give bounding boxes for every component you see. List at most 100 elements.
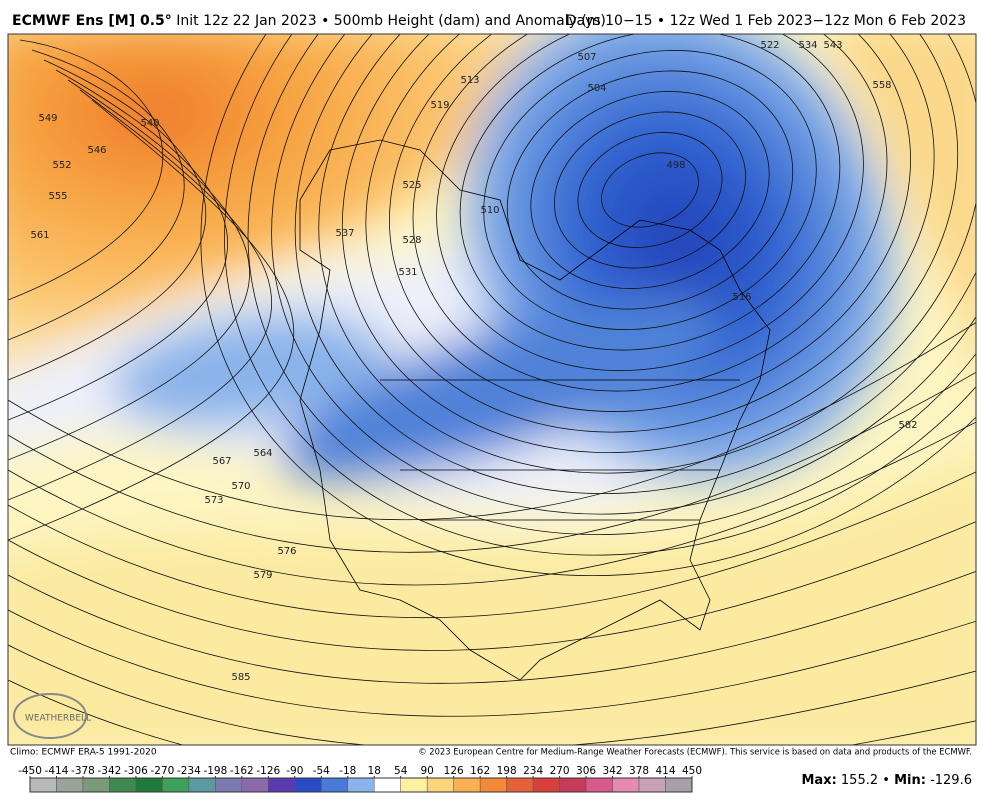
contour xyxy=(459,34,841,351)
colorbar-tick-label: -306 xyxy=(124,765,148,777)
contour xyxy=(601,152,699,228)
contour-label: 555 xyxy=(48,191,67,202)
contour xyxy=(577,132,723,248)
colorbar-tick-label: 90 xyxy=(421,765,434,777)
contour xyxy=(365,34,935,433)
colorbar-swatch xyxy=(268,777,296,793)
max-label: Max: xyxy=(801,773,836,788)
contour-label: 513 xyxy=(460,75,479,86)
colorbar-swatch xyxy=(215,777,243,793)
contour xyxy=(294,34,976,495)
colorbar-tick-label: -126 xyxy=(256,765,280,777)
contour-label: 546 xyxy=(87,145,106,156)
contour-label: 549 xyxy=(38,113,57,124)
contour-label: 582 xyxy=(898,420,917,431)
colorbar-tick-label: 54 xyxy=(394,765,408,777)
contour-label: 519 xyxy=(430,100,449,111)
colorbar-tick-label: -270 xyxy=(150,765,174,777)
colorbar-swatch xyxy=(373,777,401,793)
contour-label: 567 xyxy=(212,456,231,467)
colorbar-tick-label: -18 xyxy=(339,765,356,777)
contour-labels: 540 549 546 552 555 561 513 519 507 504 522 534 543 5… xyxy=(30,40,917,683)
contour xyxy=(412,34,888,392)
colorbar-swatch xyxy=(453,777,481,793)
contour-label: 570 xyxy=(231,481,250,492)
header: ECMWF Ens [M] 0.5° Init 12z 22 Jan 2023 … xyxy=(12,13,606,29)
colorbar-tick-label: -234 xyxy=(177,765,201,777)
contour-label: 507 xyxy=(577,52,596,63)
contour xyxy=(8,322,976,521)
contour xyxy=(8,39,164,301)
separator: • xyxy=(882,773,890,788)
contour xyxy=(8,371,976,553)
colorbar-tick-label: -414 xyxy=(45,765,69,777)
colorbar-tick-label: -162 xyxy=(230,765,254,777)
contour-label: 558 xyxy=(872,80,891,91)
colorbar-swatch xyxy=(638,777,666,793)
colorbar-tick-label: 270 xyxy=(550,765,570,777)
colorbar-tick-label: 126 xyxy=(444,765,464,777)
contour-label: 540 xyxy=(140,118,159,129)
colorbar-swatch xyxy=(109,777,137,793)
colorbar-tick-label: 450 xyxy=(682,765,702,777)
colorbar-tick-label: -450 xyxy=(18,765,42,777)
contour-label: 528 xyxy=(402,235,421,246)
colorbar-tick-label: 18 xyxy=(368,765,381,777)
map: 540 549 546 552 555 561 513 519 507 504 522 534 543 5… xyxy=(8,34,976,745)
contour xyxy=(8,99,295,541)
colorbar: -450 -414 -378 -342 -306 -270 -234 -198 -162 -126… xyxy=(18,765,702,793)
min-value: -129.6 xyxy=(930,773,972,788)
colorbar-swatch xyxy=(585,777,613,793)
max-value: 155.2 xyxy=(841,773,878,788)
colorbar-tick-label: 342 xyxy=(603,765,623,777)
contour xyxy=(389,34,911,412)
contour-label: 522 xyxy=(760,40,779,51)
climo-note: Climo: ECMWF ERA-5 1991-2020 xyxy=(10,748,157,758)
contour-label: 498 xyxy=(666,160,685,171)
anomaly-shading xyxy=(8,34,976,745)
contour-label: 510 xyxy=(480,205,499,216)
colorbar-tick-label: 198 xyxy=(497,765,517,777)
colorbar-tick-label: -198 xyxy=(203,765,227,777)
branding: WEATHERBELL xyxy=(25,714,91,724)
contour-label: 537 xyxy=(335,228,354,239)
colorbar-tick-label: -342 xyxy=(98,765,122,777)
colorbar-swatch xyxy=(665,777,693,793)
contour-label: 525 xyxy=(402,180,421,191)
colorbar-swatch xyxy=(56,777,84,793)
contour xyxy=(8,679,976,745)
colorbar-tick-label: 414 xyxy=(655,765,675,777)
contour-label: 534 xyxy=(798,40,817,51)
height-contours xyxy=(8,34,976,745)
contour-label: 552 xyxy=(52,160,71,171)
colorbar-swatch xyxy=(479,777,507,793)
colorbar-tick-label: 378 xyxy=(629,765,649,777)
map-frame xyxy=(7,33,977,746)
colorbar-swatch xyxy=(506,777,534,793)
stats: Max: 155.2 • Min: -129.6 xyxy=(801,773,972,788)
colorbar-swatch xyxy=(347,777,375,793)
contour xyxy=(318,34,976,474)
model: ECMWF Ens [M] 0.5° xyxy=(12,13,172,29)
contour xyxy=(200,34,976,577)
colorbar-swatch xyxy=(532,777,560,793)
colorbar-swatch xyxy=(426,777,454,793)
contour xyxy=(271,34,976,515)
colorbar-swatch xyxy=(82,777,110,793)
contour xyxy=(8,644,976,745)
contour-label: 531 xyxy=(398,267,417,278)
colorbar-frame xyxy=(29,777,693,793)
contour-label: 576 xyxy=(277,546,296,557)
colorbar-swatch xyxy=(612,777,640,793)
colorbar-swatch xyxy=(400,777,428,793)
colorbar-swatch xyxy=(294,777,322,793)
contour-label: 561 xyxy=(30,230,49,241)
contour xyxy=(224,34,976,556)
contour xyxy=(554,111,746,269)
colorbar-tick-label: 306 xyxy=(576,765,596,777)
colorbar-swatch xyxy=(135,777,163,793)
contour xyxy=(8,421,976,586)
contour-label: 504 xyxy=(587,83,606,94)
contour xyxy=(8,521,976,651)
colorbar-swatch xyxy=(241,777,269,793)
